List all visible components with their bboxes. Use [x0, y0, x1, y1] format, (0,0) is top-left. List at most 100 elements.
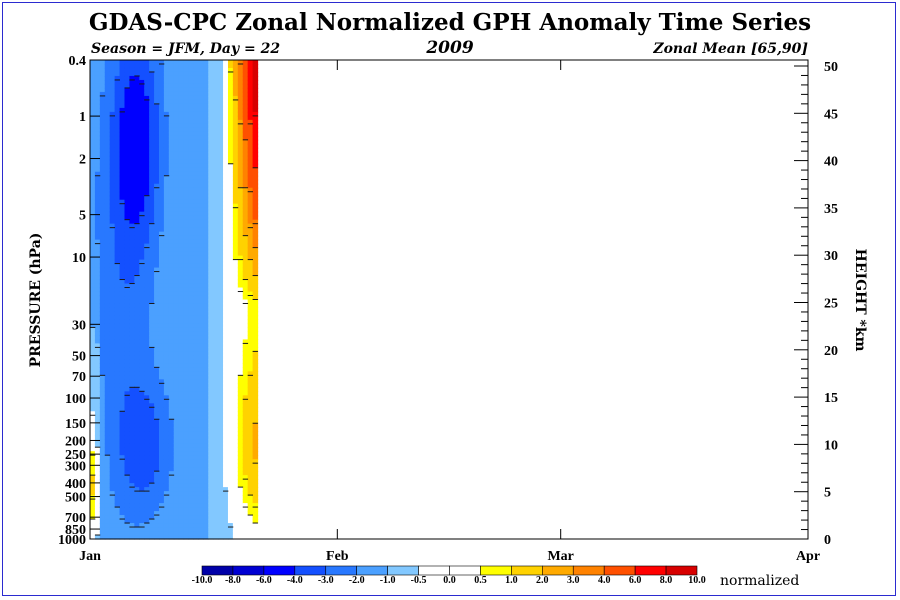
field-cell [139, 107, 145, 113]
field-cell [163, 467, 170, 472]
field-cell [232, 247, 239, 253]
field-cell [213, 439, 219, 444]
field-cell [163, 403, 170, 408]
field-cell [183, 319, 190, 325]
field-cell [213, 291, 219, 297]
field-cell [203, 91, 209, 97]
field-cell [198, 379, 204, 384]
field-cell [193, 451, 200, 456]
field-cell [158, 383, 165, 388]
field-cell [129, 531, 135, 536]
field-cell [124, 179, 131, 185]
field-cell [124, 383, 131, 388]
field-cell [252, 455, 259, 460]
field-cell [90, 311, 96, 317]
field-cell [90, 491, 96, 496]
field-cell [173, 291, 180, 297]
field-cell [227, 87, 234, 93]
field-cell [154, 435, 160, 440]
field-cell [178, 199, 185, 205]
field-cell [124, 243, 131, 249]
field-cell [149, 307, 155, 313]
field-cell [218, 511, 224, 516]
field-cell [232, 491, 239, 496]
field-cell [90, 251, 96, 257]
field-cell [134, 103, 140, 109]
field-cell [198, 175, 204, 181]
field-cell [154, 71, 160, 77]
field-cell [104, 331, 111, 337]
field-cell [134, 395, 140, 400]
field-cell [144, 151, 150, 157]
field-cell [149, 375, 155, 380]
field-cell [134, 271, 140, 277]
field-cell [144, 459, 150, 464]
field-cell [168, 159, 175, 165]
field-cell [149, 403, 155, 408]
field-cell [223, 511, 229, 516]
field-cell [154, 487, 160, 492]
field-cell [237, 311, 244, 317]
field-cell [149, 499, 155, 504]
field-cell [168, 119, 175, 125]
field-cell [237, 359, 244, 364]
field-cell [208, 439, 214, 444]
field-cell [218, 439, 224, 444]
field-cell [149, 283, 155, 289]
subtitle-year: 2009 [425, 38, 473, 58]
field-cell [144, 303, 150, 309]
field-cell [237, 399, 244, 404]
field-cell [124, 60, 131, 65]
field-cell [193, 307, 200, 313]
field-cell [134, 307, 140, 313]
field-cell [223, 179, 229, 185]
field-cell [94, 271, 101, 277]
field-cell [208, 111, 214, 117]
field-cell [188, 255, 195, 261]
field-cell [90, 243, 96, 249]
field-cell [247, 111, 254, 117]
field-cell [163, 239, 170, 245]
field-cell [94, 251, 101, 257]
field-cell [129, 215, 135, 221]
field-cell [158, 459, 165, 464]
field-cell [173, 95, 180, 101]
field-cell [198, 163, 204, 169]
field-cell [178, 371, 185, 376]
field-cell [247, 515, 254, 520]
field-cell [163, 531, 170, 536]
field-cell [242, 515, 249, 520]
field-cell [168, 467, 175, 472]
field-cell [114, 223, 121, 229]
field-cell [119, 531, 126, 536]
field-cell [144, 347, 150, 352]
field-cell [90, 115, 96, 121]
field-cell [114, 351, 121, 356]
field-cell [203, 395, 209, 400]
field-cell [203, 107, 209, 113]
field-cell [198, 71, 204, 77]
field-cell [168, 199, 175, 205]
field-cell [173, 475, 180, 480]
field-cell [114, 271, 121, 277]
field-cell [173, 323, 180, 329]
field-cell [208, 243, 214, 249]
field-cell [247, 419, 254, 424]
field-cell [139, 159, 145, 165]
field-cell [104, 395, 111, 400]
field-cell [178, 375, 185, 380]
field-cell [208, 223, 214, 229]
field-cell [139, 283, 145, 289]
field-cell [232, 379, 239, 384]
field-cell [124, 319, 131, 325]
field-cell [223, 163, 229, 169]
field-cell [178, 323, 185, 329]
field-cell [218, 503, 224, 508]
field-cell [99, 243, 106, 249]
field-cell [252, 127, 259, 133]
field-cell [183, 355, 190, 360]
field-cell [99, 395, 106, 400]
field-cell [99, 475, 106, 480]
field-cell [158, 343, 165, 348]
field-cell [129, 203, 135, 209]
